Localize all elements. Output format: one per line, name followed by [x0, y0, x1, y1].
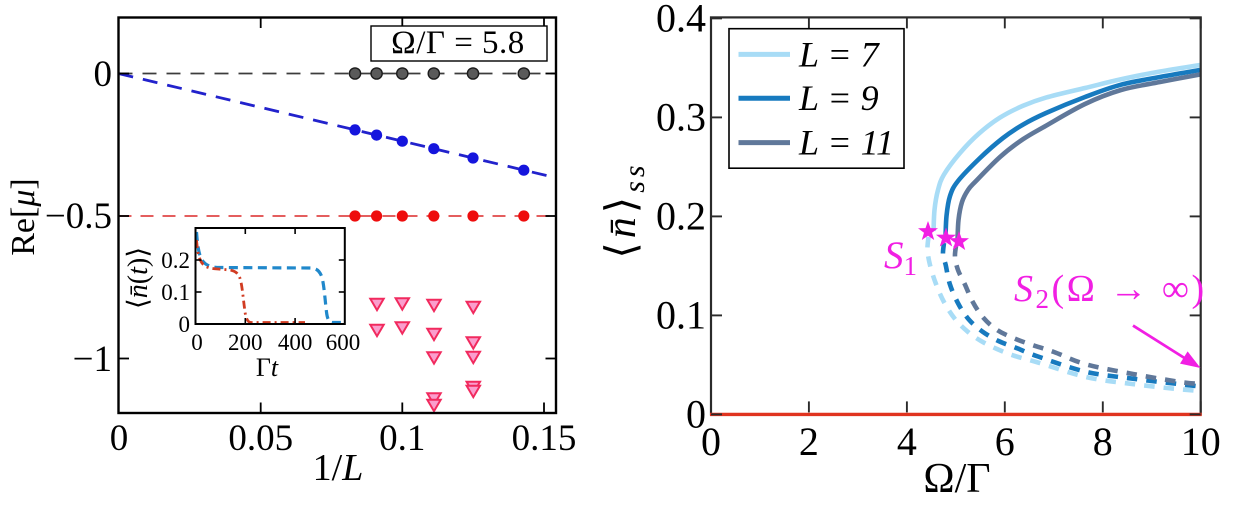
svg-text:−0.5: −0.5	[45, 196, 112, 237]
svg-text:10: 10	[1181, 419, 1221, 464]
svg-text:L = 11: L = 11	[798, 123, 894, 163]
svg-text:S2(Ω → ∞): S2(Ω → ∞)	[1014, 268, 1207, 314]
svg-text:Ω/Γ = 5.8: Ω/Γ = 5.8	[391, 25, 525, 61]
svg-text:0: 0	[94, 54, 113, 95]
svg-text:⟨n̄(t)⟩: ⟨n̄(t)⟩	[123, 247, 154, 309]
svg-text:−1: −1	[73, 339, 112, 380]
svg-text:400: 400	[278, 330, 313, 355]
svg-text:S1: S1	[884, 234, 917, 281]
svg-text:0.2: 0.2	[161, 248, 190, 273]
svg-text:200: 200	[228, 330, 263, 355]
svg-text:8: 8	[1093, 419, 1113, 464]
svg-text:1/L: 1/L	[313, 447, 364, 489]
svg-text:0.3: 0.3	[656, 94, 706, 139]
svg-text:Re[μ]: Re[μ]	[5, 178, 42, 256]
svg-text:L = 7: L = 7	[798, 34, 881, 74]
svg-text:0.05: 0.05	[228, 418, 293, 459]
svg-text:0: 0	[110, 418, 129, 459]
svg-text:0.1: 0.1	[656, 292, 706, 337]
svg-text:0.4: 0.4	[656, 0, 706, 40]
svg-text:0: 0	[179, 312, 191, 337]
svg-text:Ω/Γ: Ω/Γ	[923, 456, 990, 502]
svg-text:0.15: 0.15	[512, 418, 577, 459]
svg-text:0: 0	[701, 419, 721, 464]
svg-text:0: 0	[686, 391, 706, 436]
svg-text:0.1: 0.1	[161, 280, 190, 305]
svg-text:L = 9: L = 9	[798, 78, 879, 118]
svg-text:Γt: Γt	[256, 353, 279, 382]
svg-text:2: 2	[799, 419, 819, 464]
svg-text:0: 0	[191, 330, 203, 355]
svg-text:0.2: 0.2	[656, 193, 706, 238]
svg-text:600: 600	[326, 330, 361, 355]
svg-text:0.1: 0.1	[379, 418, 425, 459]
svg-text:6: 6	[995, 419, 1015, 464]
svg-text:4: 4	[897, 419, 917, 464]
